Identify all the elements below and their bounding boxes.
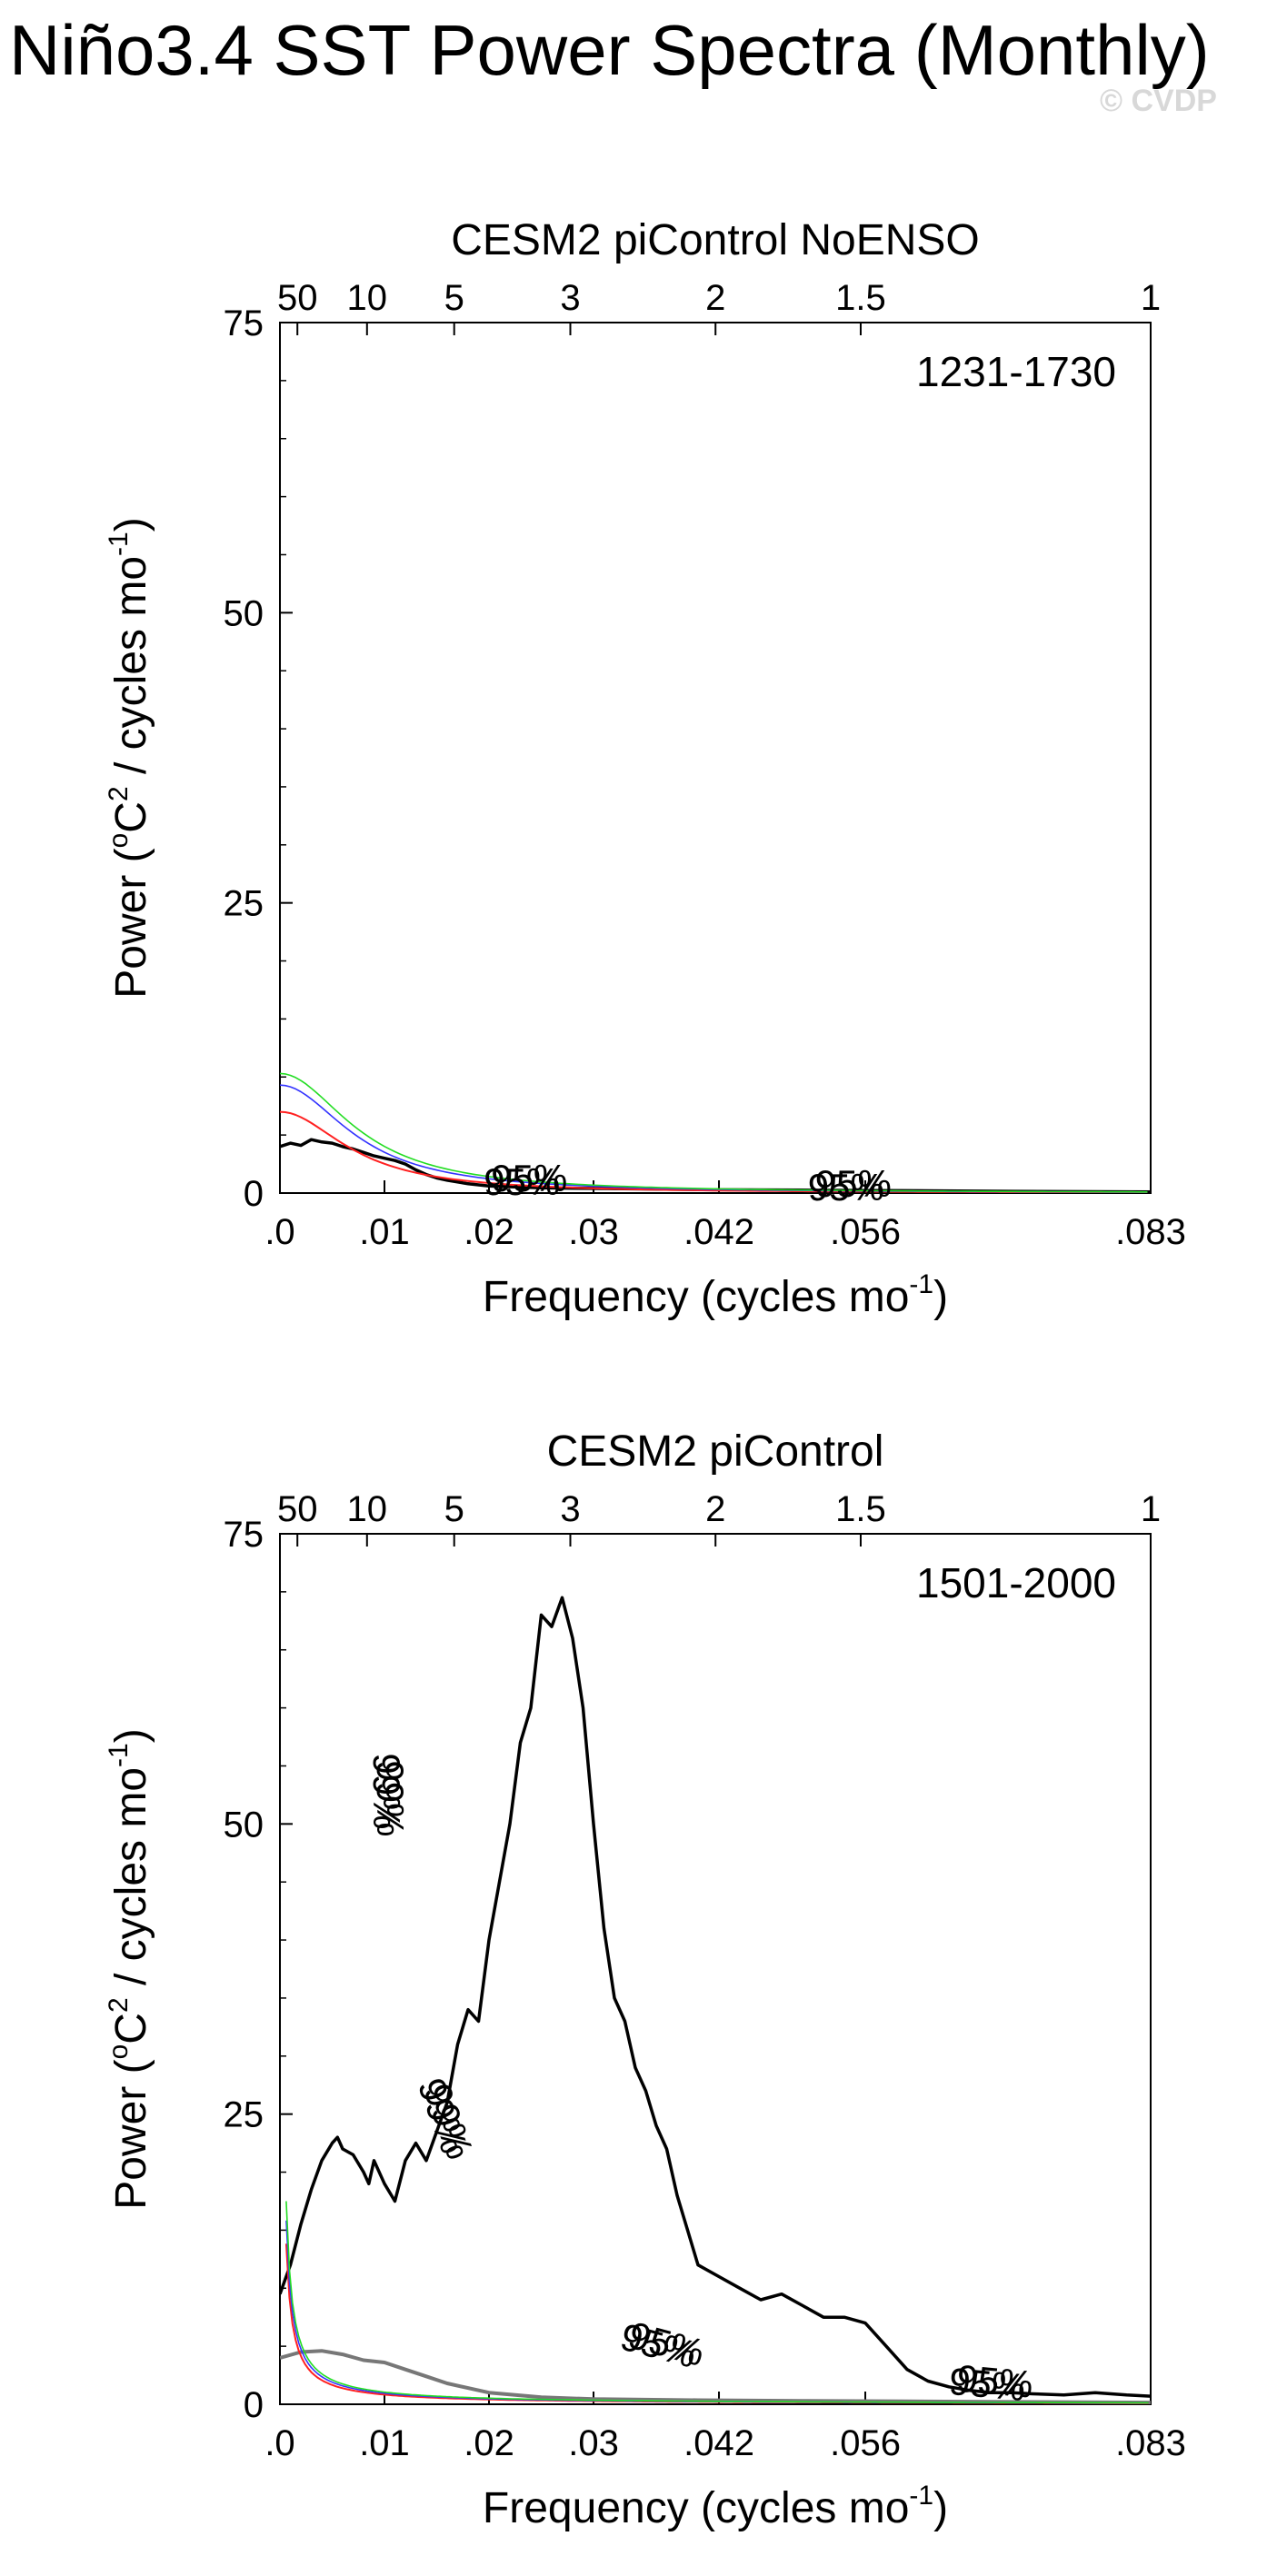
y-axis-label: Power (oC2 / cycles mo-1) (104, 1728, 155, 2209)
x-tick-label: .03 (568, 2423, 619, 2463)
top-tick-label: 1.5 (835, 278, 886, 318)
x-tick-label: .01 (359, 2423, 410, 2463)
curves (280, 1072, 1151, 1193)
panel-noenso: 0 25 50 75 .0 .01 .02 .03 .042 .056 .083 50 10 5 3 2 1.5… (104, 216, 1186, 1321)
y-tick-label: 75 (224, 303, 264, 343)
top-tick-label: 1 (1141, 1489, 1161, 1529)
sig-label: 95% (815, 1162, 892, 1205)
x-tick-label: .056 (830, 1212, 901, 1252)
top-tick-label: 3 (560, 1489, 580, 1529)
sig-label: 99% (369, 1760, 412, 1836)
top-tick-label: 2 (705, 1489, 725, 1529)
x-tick-label: .02 (464, 1212, 514, 1252)
sig-label-back: 99% (365, 1753, 408, 1829)
x-tick-label: .01 (359, 1212, 410, 1252)
x-tick-label: .02 (464, 2423, 514, 2463)
top-tick-label: 2 (705, 278, 725, 318)
sig95-line (280, 1084, 1148, 1193)
x-tick-label: .083 (1115, 2423, 1186, 2463)
period-label: 1231-1730 (916, 348, 1116, 395)
sig-label-back: 95% (484, 1160, 560, 1203)
top-tick-label: 50 (277, 1489, 318, 1529)
sig99-line (280, 1072, 1148, 1193)
sig-label-back: 95% (808, 1166, 884, 1208)
top-tick-label: 5 (444, 1489, 464, 1529)
spectrum-line (280, 1596, 1151, 2398)
top-tick-label: 50 (277, 278, 318, 318)
spectrum-line (280, 1138, 1151, 1193)
y-tick-label: 0 (244, 2385, 264, 2425)
x-axis-label: Frequency (cycles mo-1) (483, 2481, 948, 2532)
cvdp-watermark: © CVDP (1100, 84, 1217, 118)
y-tick-label: 75 (224, 1515, 264, 1555)
curves (280, 1596, 1151, 2404)
x-tick-label: .042 (683, 1212, 754, 1252)
y-tick-label: 50 (224, 593, 264, 633)
main-title: Niño3.4 SST Power Spectra (Monthly) (9, 10, 1210, 90)
panel-title: CESM2 piControl (547, 1427, 884, 1476)
top-tick-label: 10 (347, 278, 388, 318)
period-label: 1501-2000 (916, 1559, 1116, 1606)
x-tick-label: .03 (568, 1212, 619, 1252)
plot-frame (279, 322, 1152, 1194)
top-tick-label: 5 (444, 278, 464, 318)
red_noise-line (280, 1110, 1148, 1193)
x-axis-label: Frequency (cycles mo-1) (483, 1269, 948, 1321)
x-tick-label: .0 (264, 2423, 294, 2463)
y-tick-label: 50 (224, 1805, 264, 1845)
panel-picontrol: 0 25 50 75 .0 .01 .02 .03 .042 .056 .083 50 10 5 3 2 1.5… (104, 1427, 1186, 2532)
panel-title: CESM2 piControl NoENSO (451, 216, 980, 264)
sig-label: 95% (624, 2313, 709, 2374)
top-tick-label: 1 (1141, 278, 1161, 318)
x-tick-label: .042 (683, 2423, 754, 2463)
x-tick-label: .056 (830, 2423, 901, 2463)
top-tick-label: 1.5 (835, 1489, 886, 1529)
sig-label: 95% (491, 1157, 567, 1199)
top-tick-label: 3 (560, 278, 580, 318)
y-axis-label: Power (oC2 / cycles mo-1) (104, 517, 155, 998)
top-tick-label: 10 (347, 1489, 388, 1529)
sig99-line (285, 2201, 1149, 2404)
x-tick-label: .083 (1115, 1212, 1186, 1252)
y-tick-label: 25 (224, 884, 264, 924)
x-tick-label: .0 (264, 1212, 294, 1252)
sig-label: 95% (955, 2357, 1035, 2406)
reference_spectrum-line (280, 2349, 1151, 2404)
y-tick-label: 25 (224, 2095, 264, 2135)
y-tick-label: 0 (244, 1174, 264, 1214)
sig-label-back: 95% (947, 2360, 1027, 2409)
